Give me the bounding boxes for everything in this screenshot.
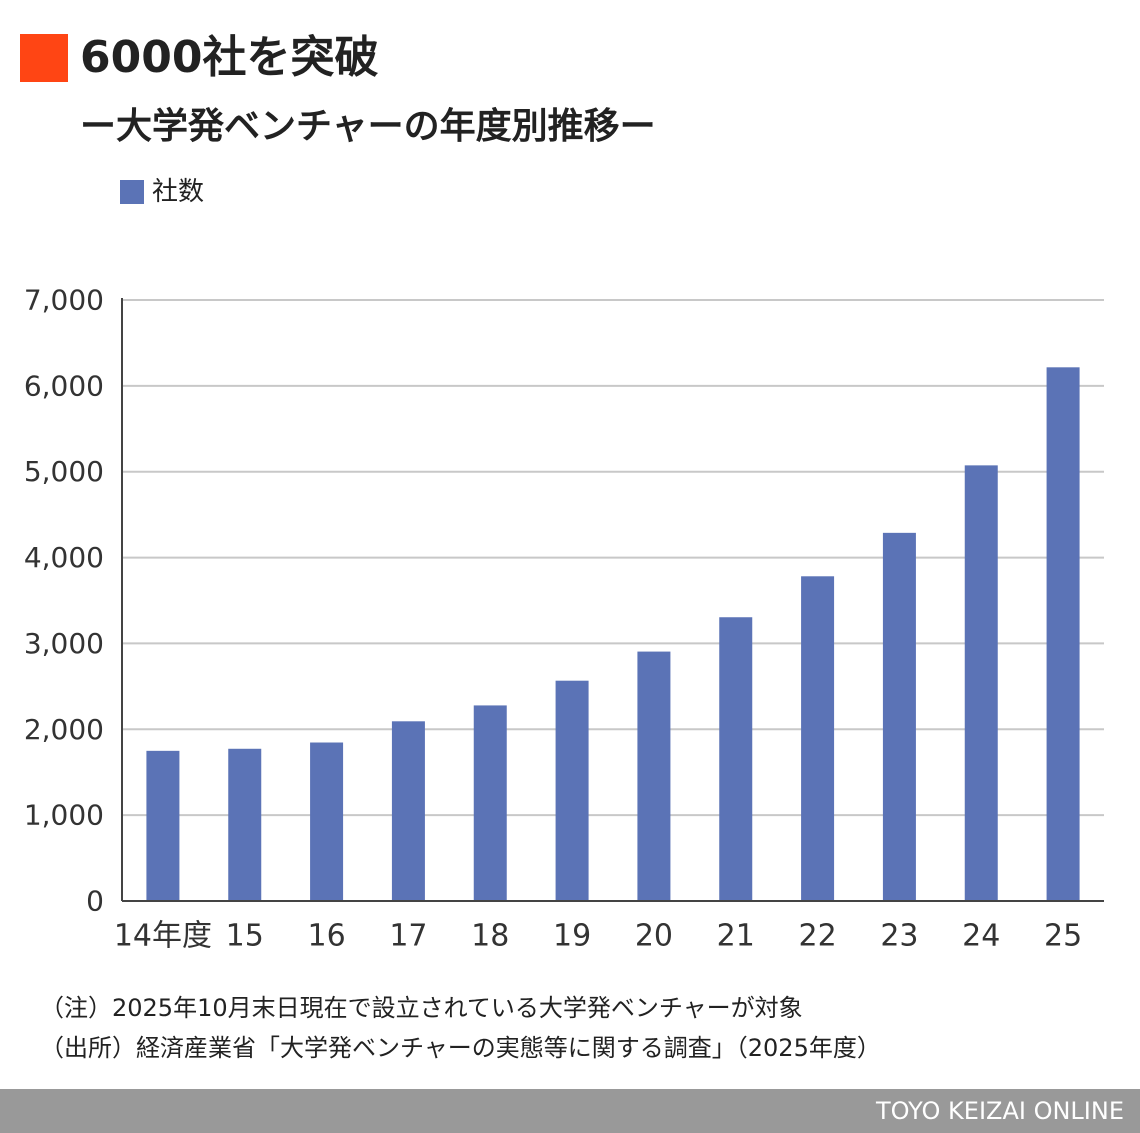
x-tick-label: 20 [635,919,673,954]
bar [637,651,671,901]
x-tick-label: 21 [717,919,755,954]
bar [555,680,589,901]
x-tick-label: 14年度 [114,919,212,954]
source-text: （出所）経済産業省「大学発ベンチャーの実態等に関する調査」（2025年度） [40,1034,881,1062]
x-tick-label: 19 [553,919,591,954]
x-tick-label: 22 [798,919,836,954]
title-marker [20,34,68,82]
y-tick-label: 2,000 [24,713,104,746]
bar [964,465,998,901]
notes: （注）2025年10月末日現在で設立されている大学発ベンチャーが対象 （出所）経… [40,988,881,1068]
legend-label: 社数 [152,177,205,207]
bar [146,750,180,901]
x-tick-label: 15 [226,919,264,954]
legend-swatch [120,180,144,204]
y-tick-label: 3,000 [24,627,104,660]
x-tick-label: 24 [962,919,1000,954]
x-tick-label: 16 [307,919,345,954]
bar [882,532,916,901]
bar [310,742,344,901]
y-tick-label: 4,000 [24,541,104,574]
bar [801,576,835,901]
note-text: （注）2025年10月末日現在で設立されている大学発ベンチャーが対象 [40,994,803,1022]
x-tick-label: 18 [471,919,509,954]
y-tick-label: 7,000 [24,284,104,317]
x-tick-label: 23 [880,919,918,954]
chart-title: 6000社を突破 [80,32,379,83]
bar [228,748,262,901]
x-tick-label: 25 [1044,919,1082,954]
y-tick-label: 6,000 [24,369,104,402]
bar [391,721,425,901]
x-tick-label: 17 [389,919,427,954]
chart-subtitle: ー大学発ベンチャーの年度別推移ー [80,106,656,147]
footer-brand: TOYO KEIZAI ONLINE [875,1097,1124,1125]
y-tick-label: 5,000 [24,455,104,488]
y-tick-label: 0 [86,885,104,918]
y-tick-label: 1,000 [24,799,104,832]
bar [719,617,753,901]
legend: 社数 [120,176,204,208]
footer-bar: TOYO KEIZAI ONLINE [0,1089,1140,1133]
bar [473,705,507,901]
bar [1046,367,1080,901]
